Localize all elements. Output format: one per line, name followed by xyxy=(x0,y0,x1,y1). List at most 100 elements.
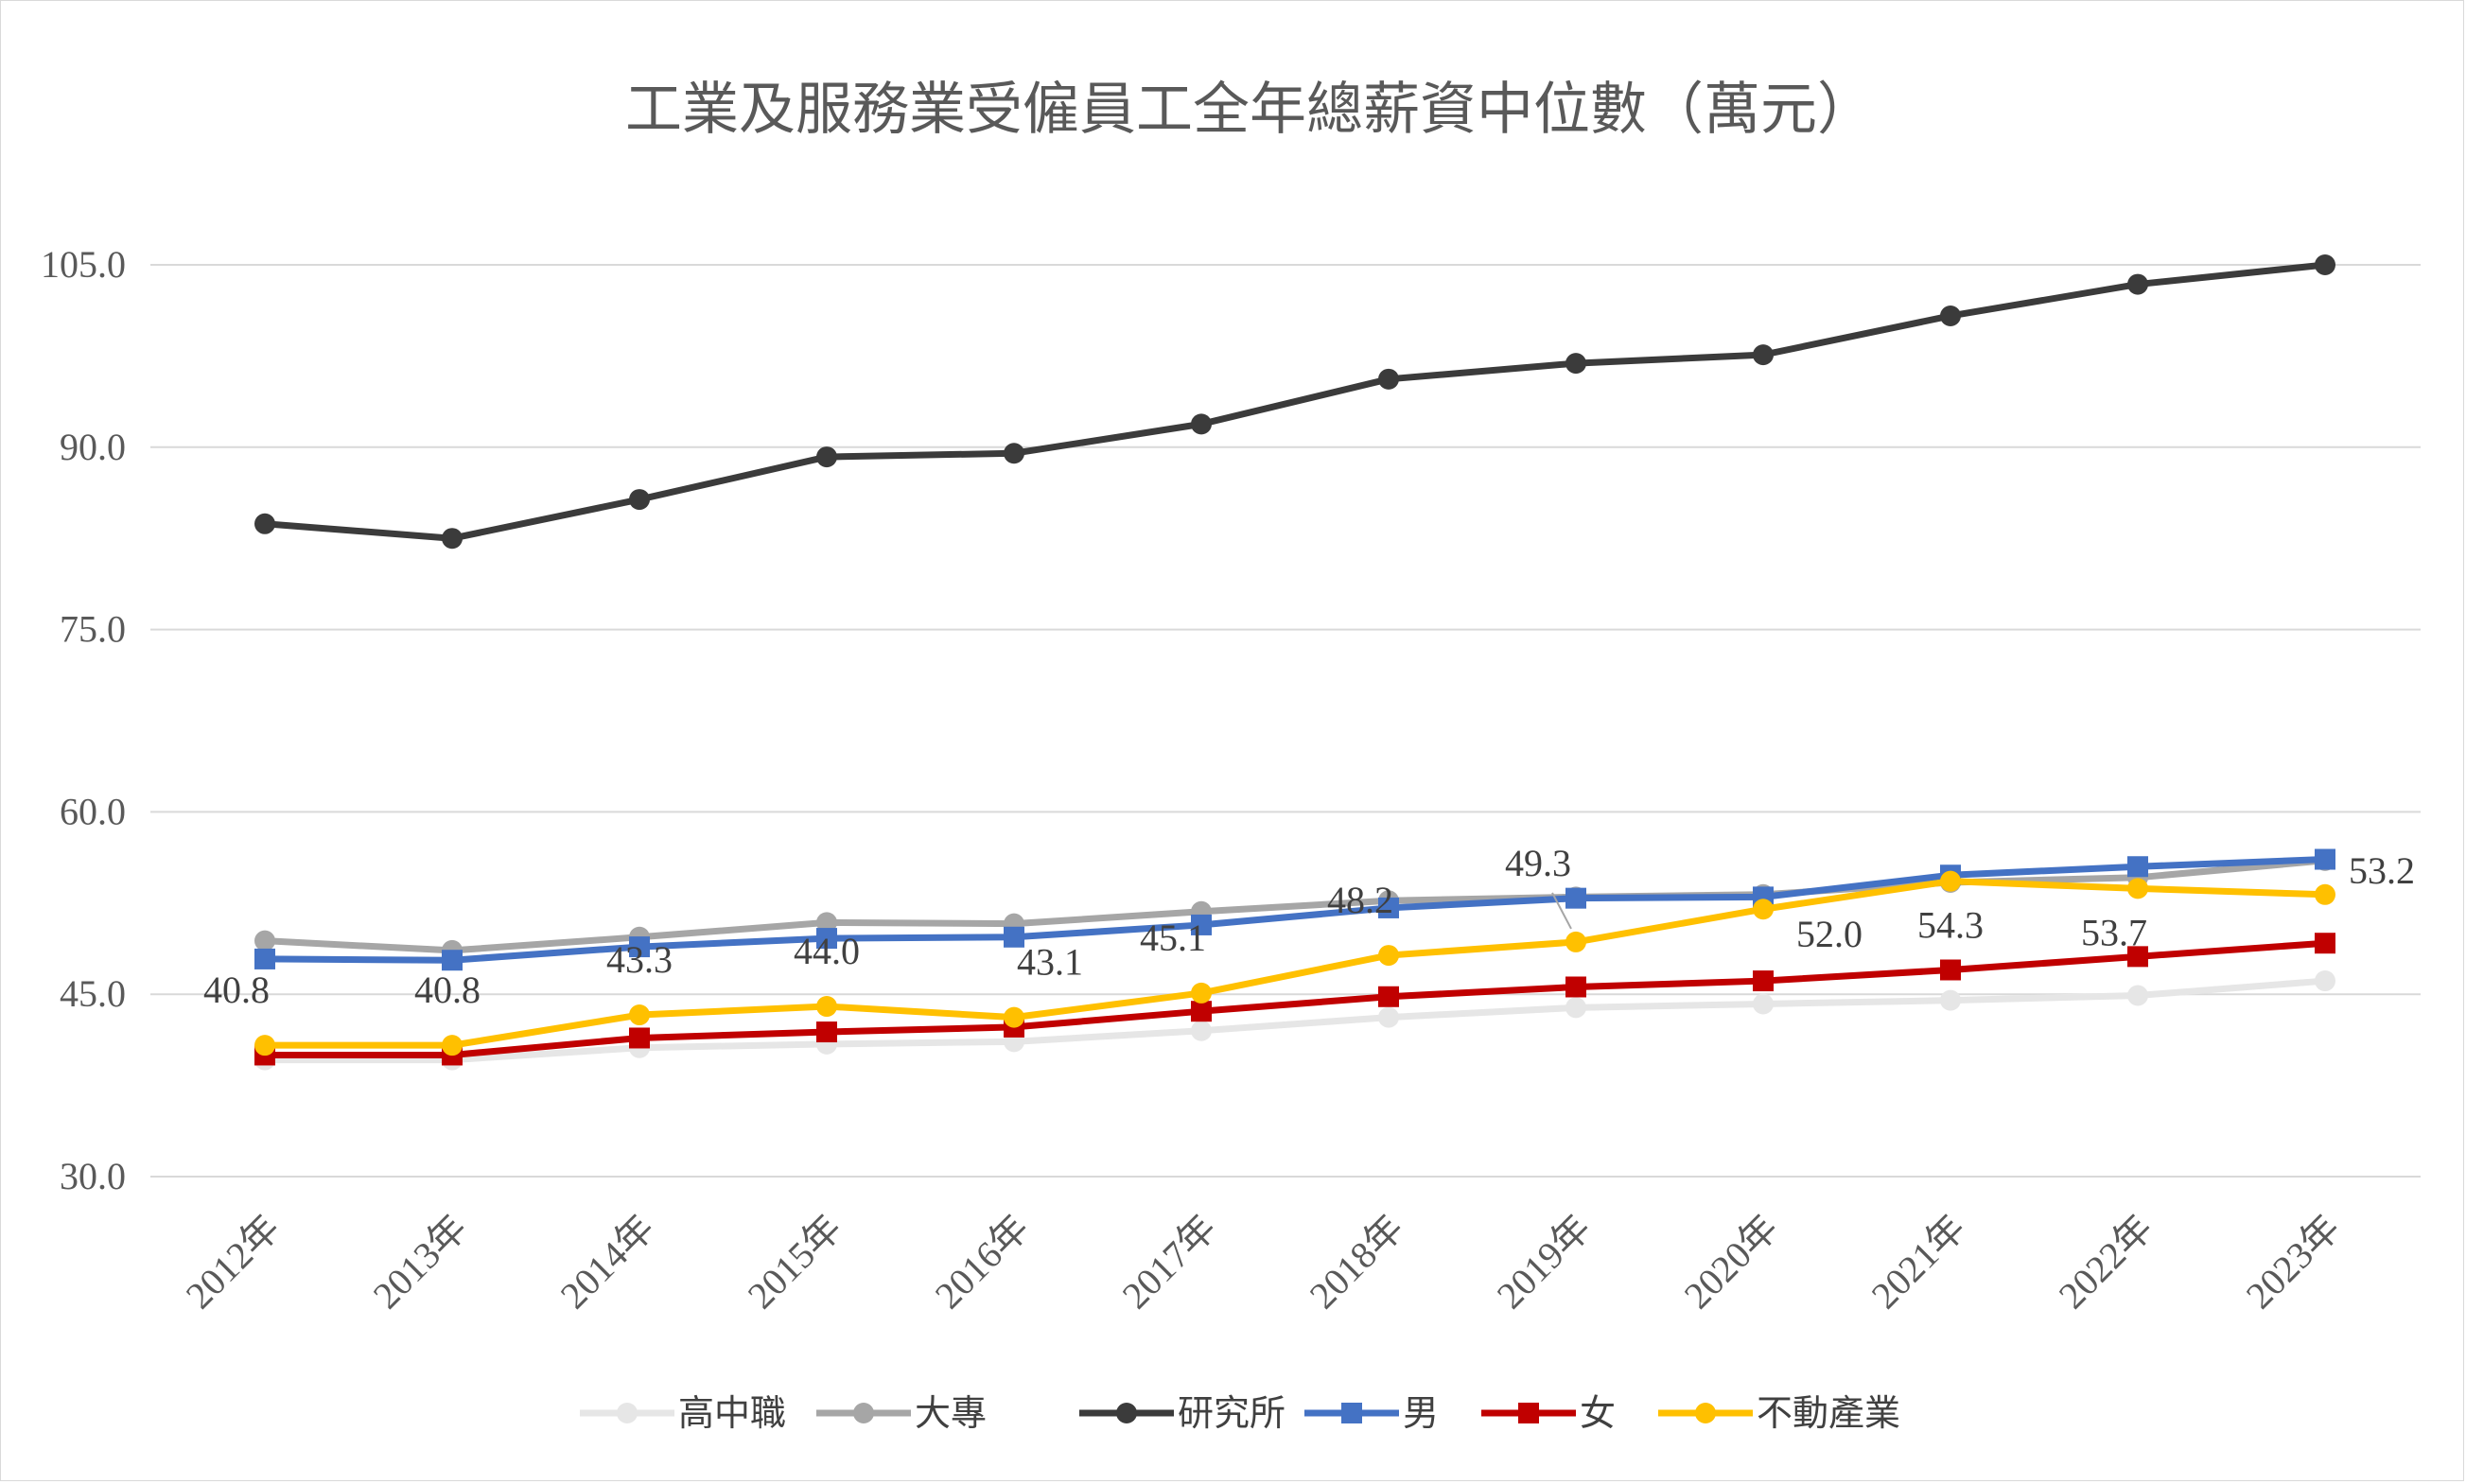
legend-marker xyxy=(617,1403,638,1423)
series-1 xyxy=(254,849,2335,961)
data-point xyxy=(1565,976,1586,998)
chart-title: 工業及服務業受僱員工全年總薪資中位數（萬元） xyxy=(625,77,1874,143)
legend: 高中職 大專 研究所 男 女 不動產業 xyxy=(580,1392,1900,1434)
data-point xyxy=(1191,982,1212,1004)
data-point xyxy=(816,996,837,1018)
data-point xyxy=(1753,899,1774,920)
y-tick-label: 60.0 xyxy=(60,790,126,832)
data-point xyxy=(254,930,275,952)
data-point xyxy=(2315,883,2335,905)
data-point xyxy=(442,1035,463,1056)
legend-item-5[interactable]: 不動產業 xyxy=(1658,1392,1900,1434)
legend-item-3[interactable]: 男 xyxy=(1304,1392,1439,1434)
data-point xyxy=(1565,887,1586,909)
data-point xyxy=(1565,353,1586,375)
data-label: 48.2 xyxy=(1327,879,1393,921)
data-point xyxy=(2127,985,2148,1006)
series-line xyxy=(261,977,2329,1064)
series-3 xyxy=(254,848,2335,971)
legend-item-1[interactable]: 大專 xyxy=(816,1392,987,1434)
data-point xyxy=(1191,914,1212,935)
x-axis-ticks: 2012年 2013年 2014年 2015年 2016年 2017年 2018年 2019年… xyxy=(178,1207,2349,1318)
data-point xyxy=(2127,273,2148,295)
data-label: 54.3 xyxy=(1917,904,1984,947)
series-line xyxy=(261,878,2329,1049)
x-tick-label: 2017年 xyxy=(1114,1207,1225,1318)
data-point xyxy=(1940,305,1961,326)
data-label: 40.8 xyxy=(414,969,481,1011)
data-label: 45.1 xyxy=(1140,917,1206,959)
y-tick-label: 30.0 xyxy=(60,1155,126,1197)
data-point xyxy=(1940,870,1961,892)
data-point xyxy=(254,513,275,534)
data-point xyxy=(1753,344,1774,366)
data-labels: 40.8 40.8 43.3 44.0 43.1 45.1 48.2 49.3 52.0 54.3… xyxy=(203,842,2415,1011)
legend-item-2[interactable]: 研究所 xyxy=(1079,1392,1285,1434)
data-label: 53.7 xyxy=(2081,911,2147,953)
x-tick-label: 2016年 xyxy=(927,1207,1038,1318)
x-tick-label: 2021年 xyxy=(1863,1207,1974,1318)
data-point xyxy=(1940,959,1961,981)
legend-label: 高中職 xyxy=(678,1392,786,1434)
legend-label: 女 xyxy=(1580,1392,1616,1434)
data-point xyxy=(816,928,837,950)
data-point xyxy=(1191,1020,1212,1041)
legend-label: 大專 xyxy=(915,1392,987,1434)
y-tick-label: 105.0 xyxy=(41,243,126,286)
data-point xyxy=(2315,848,2335,870)
series-line xyxy=(261,261,2329,542)
data-point xyxy=(2315,970,2335,992)
data-label: 44.0 xyxy=(794,930,860,972)
x-tick-label: 2020年 xyxy=(1676,1207,1787,1318)
data-point xyxy=(1378,945,1399,967)
data-point xyxy=(2315,254,2335,275)
data-point xyxy=(2127,878,2148,899)
legend-item-4[interactable]: 女 xyxy=(1481,1392,1616,1434)
gridlines xyxy=(150,264,2421,1178)
legend-marker xyxy=(1695,1403,1716,1423)
data-point xyxy=(1940,989,1961,1011)
x-tick-label: 2012年 xyxy=(178,1207,289,1318)
data-point xyxy=(629,489,650,511)
data-point xyxy=(1191,1001,1212,1022)
legend-marker xyxy=(853,1403,874,1423)
data-label: 40.8 xyxy=(203,969,270,1011)
legend-item-0[interactable]: 高中職 xyxy=(580,1392,786,1434)
series-line xyxy=(261,939,2329,1058)
data-point xyxy=(442,528,463,550)
data-point xyxy=(2315,933,2335,954)
data-point xyxy=(1378,1006,1399,1028)
data-point xyxy=(1004,1006,1024,1028)
data-point xyxy=(629,1004,650,1026)
legend-marker xyxy=(1341,1403,1362,1423)
legend-marker xyxy=(1518,1403,1539,1423)
series-5 xyxy=(254,870,2335,1056)
data-point xyxy=(816,1021,837,1043)
data-point xyxy=(816,912,837,934)
data-point xyxy=(1378,986,1399,1007)
x-tick-label: 2018年 xyxy=(1302,1207,1412,1318)
legend-label: 研究所 xyxy=(1178,1392,1285,1434)
series-2 xyxy=(254,254,2335,550)
series-lines xyxy=(254,254,2335,1071)
data-point xyxy=(1004,926,1024,948)
data-point xyxy=(442,950,463,971)
data-point xyxy=(1191,413,1212,435)
y-tick-label: 75.0 xyxy=(60,608,126,651)
legend-marker xyxy=(1116,1403,1137,1423)
data-point xyxy=(1753,970,1774,992)
legend-label: 男 xyxy=(1403,1392,1439,1434)
data-point xyxy=(254,1035,275,1056)
data-label: 49.3 xyxy=(1505,842,1571,884)
x-tick-label: 2013年 xyxy=(365,1207,476,1318)
data-point xyxy=(1378,897,1399,918)
data-point xyxy=(629,936,650,958)
x-tick-label: 2022年 xyxy=(2051,1207,2161,1318)
x-tick-label: 2014年 xyxy=(552,1207,663,1318)
data-point xyxy=(2127,856,2148,878)
data-point xyxy=(629,1027,650,1049)
data-point xyxy=(1378,368,1399,390)
data-point xyxy=(1565,931,1586,952)
